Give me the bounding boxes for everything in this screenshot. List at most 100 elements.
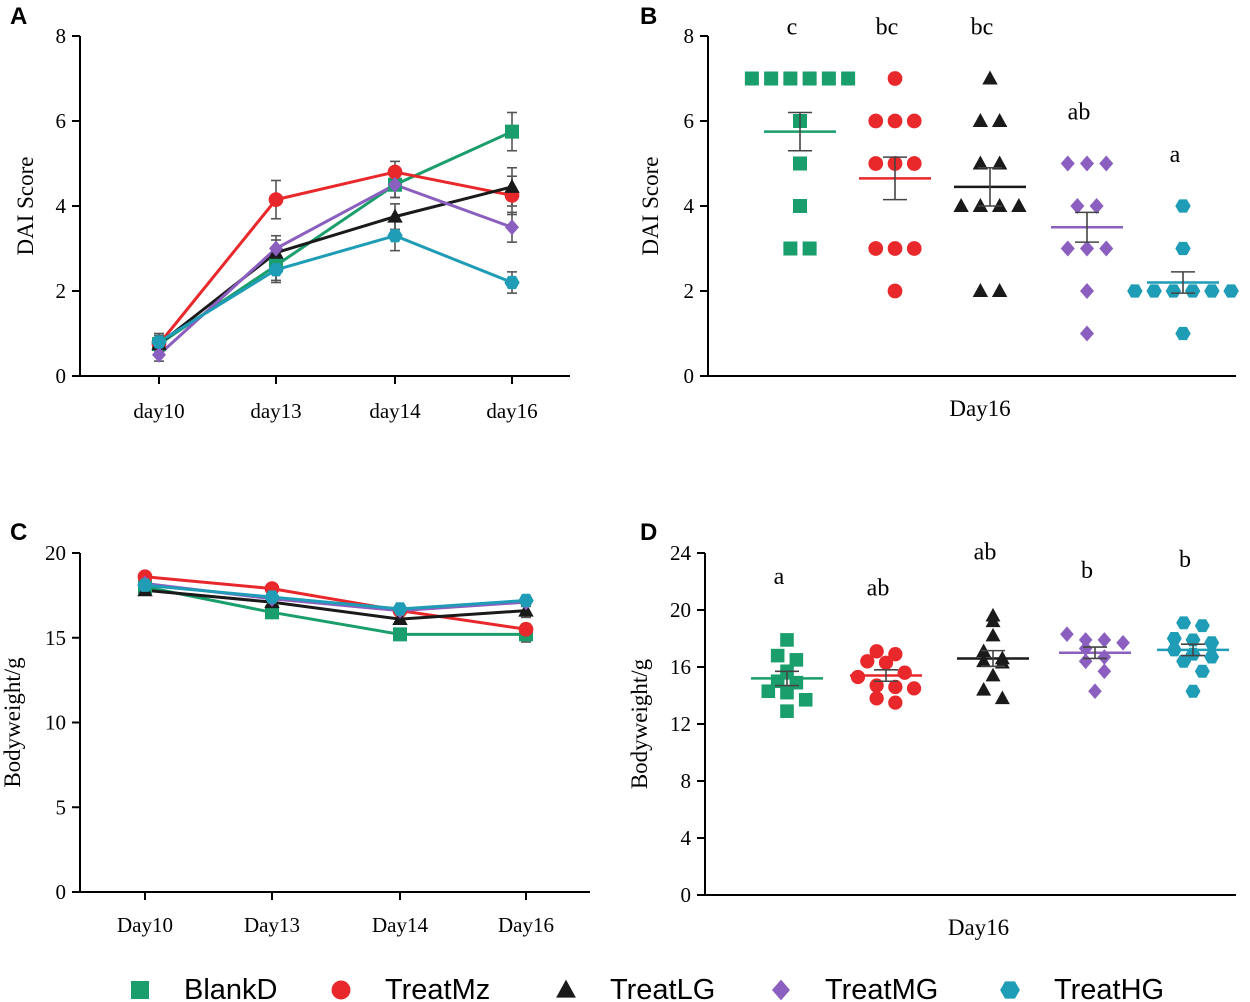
data-point-TreatLG bbox=[972, 155, 989, 170]
data-point-BlankD bbox=[393, 627, 407, 642]
x-tick-label: Day16 bbox=[498, 913, 554, 937]
data-point-TreatHG bbox=[1146, 284, 1162, 298]
significance-label: bc bbox=[876, 15, 899, 41]
data-point-TreatHG bbox=[1204, 636, 1220, 650]
data-point-TreatMz bbox=[878, 655, 894, 670]
y-tick-label: 8 bbox=[684, 24, 695, 48]
data-point-TreatMz bbox=[906, 241, 922, 256]
sem-bar-TreatHG bbox=[1171, 271, 1195, 294]
data-point-TreatLG bbox=[991, 112, 1008, 127]
data-point-TreatHG bbox=[1127, 284, 1143, 298]
data-point-TreatMz bbox=[887, 71, 903, 86]
y-tick-label: 4 bbox=[681, 826, 692, 850]
sem-bar-BlankD bbox=[775, 670, 799, 687]
legend-label-TreatHG: TreatHG bbox=[1054, 974, 1164, 1002]
y-tick-label: 12 bbox=[670, 712, 691, 736]
y-axis-title-C: Bodyweight/g bbox=[0, 657, 25, 788]
data-point-BlankD bbox=[780, 704, 794, 718]
sem-bar-TreatLG bbox=[978, 166, 1002, 207]
x-axis-title-D: Day16 bbox=[948, 915, 1009, 940]
data-point-TreatMz bbox=[888, 647, 903, 662]
sem-bar-TreatLG bbox=[981, 649, 1005, 668]
data-point-BlankD bbox=[789, 653, 804, 667]
y-axis-title-A: DAI Score bbox=[13, 157, 38, 256]
data-point-TreatMG bbox=[388, 176, 402, 193]
data-point-TreatLG bbox=[991, 282, 1008, 297]
data-point-TreatHG bbox=[264, 590, 280, 604]
data-point-TreatMG bbox=[1078, 653, 1093, 670]
data-point-TreatLG bbox=[994, 690, 1010, 705]
data-point-BlankD bbox=[783, 241, 798, 256]
y-tick-label: 24 bbox=[670, 541, 692, 565]
data-point-TreatMz bbox=[869, 644, 884, 659]
legend-marker-TreatMG bbox=[772, 979, 790, 1001]
series-line-TreatLG bbox=[158, 185, 513, 346]
data-point-TreatHG bbox=[1204, 650, 1220, 664]
data-point-TreatHG bbox=[1223, 284, 1239, 298]
data-point-TreatMz bbox=[906, 113, 922, 129]
data-point-BlankD bbox=[783, 71, 798, 86]
sem-bar-TreatMz bbox=[883, 156, 907, 201]
data-point-TreatHG bbox=[1165, 284, 1182, 298]
data-point-TreatLG bbox=[982, 70, 998, 85]
significance-label: ab bbox=[974, 540, 997, 566]
significance-label: b bbox=[1081, 558, 1093, 584]
data-point-TreatLG bbox=[387, 208, 403, 223]
significance-label: ab bbox=[867, 575, 890, 601]
data-point-TreatHG bbox=[1194, 664, 1210, 678]
data-point-TreatMG bbox=[1099, 155, 1114, 172]
data-point-TreatLG bbox=[1011, 197, 1027, 212]
data-point-BlankD bbox=[802, 71, 817, 86]
data-point-TreatHG bbox=[1176, 616, 1192, 630]
series-line-TreatHG bbox=[158, 234, 513, 344]
data-point-BlankD bbox=[780, 633, 794, 647]
data-point-BlankD bbox=[793, 199, 807, 213]
series-line-TreatMz bbox=[157, 170, 513, 346]
series-line-TreatMz bbox=[144, 575, 527, 631]
data-point-TreatHG bbox=[268, 263, 284, 277]
data-point-TreatMG bbox=[1060, 240, 1075, 257]
y-tick-label: 4 bbox=[684, 194, 695, 218]
data-point-TreatHG bbox=[1185, 633, 1201, 647]
data-point-TreatMG bbox=[1099, 240, 1114, 257]
data-point-TreatMz bbox=[888, 695, 903, 710]
data-point-TreatHG bbox=[1204, 284, 1220, 298]
significance-label: b bbox=[1179, 547, 1191, 573]
data-point-TreatLG bbox=[985, 607, 1001, 622]
data-point-TreatMz bbox=[869, 691, 884, 706]
data-point-TreatMG bbox=[152, 346, 166, 363]
sem-bar-TreatMz bbox=[874, 669, 898, 683]
data-point-TreatHG bbox=[1185, 684, 1201, 698]
data-point-TreatMz bbox=[888, 679, 903, 695]
panel-label-B: B bbox=[640, 3, 657, 30]
x-tick-label: day10 bbox=[133, 399, 184, 423]
data-point-TreatMG bbox=[1080, 155, 1094, 172]
y-tick-label: 20 bbox=[670, 598, 691, 622]
data-point-TreatLG bbox=[972, 282, 989, 297]
data-point-TreatHG bbox=[1194, 619, 1210, 633]
significance-label: c bbox=[787, 15, 798, 41]
legend-label-TreatLG: TreatLG bbox=[610, 974, 715, 1002]
series-line-TreatHG bbox=[144, 583, 527, 611]
y-tick-label: 6 bbox=[56, 109, 67, 133]
y-axis-title-B: DAI Score bbox=[638, 157, 663, 256]
x-tick-label: Day10 bbox=[117, 913, 173, 937]
sem-bar-TreatHG bbox=[1181, 643, 1205, 657]
data-point-TreatLG bbox=[985, 627, 1001, 642]
x-axis-title-B: Day16 bbox=[949, 396, 1010, 421]
y-tick-label: 2 bbox=[56, 279, 67, 303]
data-point-BlankD bbox=[841, 71, 856, 86]
data-point-TreatMz bbox=[897, 665, 912, 680]
data-point-TreatMz bbox=[887, 241, 903, 256]
y-tick-label: 5 bbox=[56, 795, 67, 819]
data-point-TreatMz bbox=[868, 156, 884, 171]
y-tick-label: 0 bbox=[56, 364, 67, 388]
series-line-BlankD bbox=[144, 585, 526, 636]
panel-label-C: C bbox=[10, 519, 27, 546]
y-tick-label: 0 bbox=[684, 364, 695, 388]
data-point-TreatMz bbox=[868, 241, 884, 256]
legend-label-TreatMG: TreatMG bbox=[825, 974, 938, 1002]
data-point-TreatLG bbox=[991, 197, 1008, 212]
y-tick-label: 10 bbox=[45, 711, 66, 735]
